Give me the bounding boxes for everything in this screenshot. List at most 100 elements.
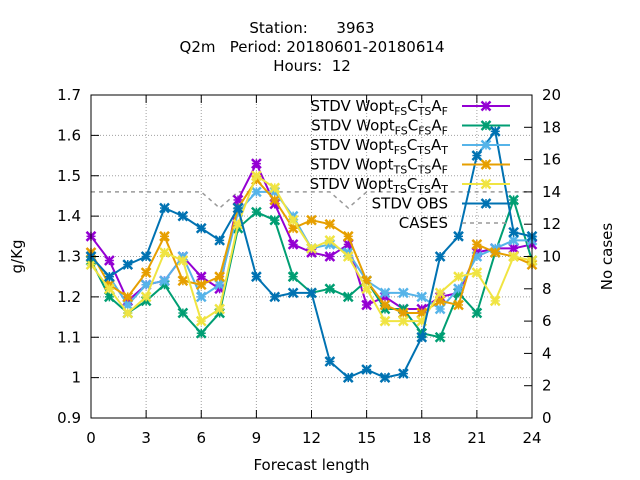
y-tick-label: 1.2 [57,288,81,306]
data-point [453,230,464,242]
legend-entry-label: STDV WoptFSCTSAF [311,97,448,118]
legend-entry-label: STDV OBS [372,195,448,213]
data-point [140,291,152,303]
y-tick-label: 1.5 [57,167,81,185]
data-point [103,271,115,283]
data-point [324,234,336,246]
data-point [159,247,170,258]
data-point [480,120,492,131]
data-point [306,243,317,254]
data-point [471,239,483,250]
y2-tick-label: 20 [542,86,561,104]
data-point [306,287,317,299]
data-point [232,202,244,214]
data-point [361,283,373,295]
legend-entry-label: STDV WoptFSCFSAF [311,117,448,138]
data-point [508,194,520,206]
x-tick-label: 12 [302,429,321,447]
y-tick-label: 1.6 [57,126,81,144]
title-line: Station: 3963 [249,19,374,37]
data-point [177,307,189,319]
data-point [250,271,262,283]
x-tick-label: 18 [412,429,431,447]
data-point [214,234,226,246]
y-tick-label: 1.3 [57,248,81,266]
data-point [480,178,492,190]
y2-tick-label: 6 [542,312,552,330]
data-point [269,182,281,194]
series-line [91,191,532,210]
data-point [379,315,391,327]
y2-tick-label: 2 [542,377,552,395]
data-point [122,259,134,270]
data-point [508,243,520,254]
data-point [269,291,281,303]
y2-tick-label: 16 [542,151,561,169]
data-point [434,251,446,262]
data-point [214,303,226,315]
y2-tick-label: 10 [542,248,561,266]
data-point [195,222,207,234]
data-point [342,230,354,242]
data-point [177,210,189,222]
data-point [324,356,336,367]
data-point [287,239,299,250]
data-point [480,100,492,112]
data-point [250,170,262,182]
y2-tick-label: 4 [542,344,552,362]
x-tick-label: 15 [357,429,376,447]
data-point [269,214,281,226]
data-point [140,267,152,279]
y-tick-label: 1.4 [57,207,81,225]
legend-entry-label: CASES [399,214,448,232]
data-point [159,230,170,242]
x-tick-label: 0 [86,429,96,447]
data-point [324,283,336,295]
data-point [508,251,520,262]
data-point [480,139,492,151]
x-tick-label: 9 [252,429,262,447]
data-point [361,364,373,375]
series-layer [85,125,538,384]
y-tick-label: 1.1 [57,328,81,346]
data-point [453,271,464,283]
data-point [397,287,409,299]
legend-entry-label: STDV WoptTSCTSAT [310,175,449,196]
data-point [397,307,409,319]
data-point [489,295,501,307]
data-point [159,275,170,287]
y2-tick-label: 14 [542,183,561,201]
x-axis-label: Forecast length [253,456,369,474]
data-point [159,202,170,214]
data-point [250,186,262,198]
y-tick-label: 1.7 [57,86,81,104]
y-tick-label: 0.9 [57,409,81,427]
data-point [342,251,354,262]
data-point [122,307,134,319]
data-point [287,287,299,299]
data-point [397,315,409,327]
data-point [489,125,501,137]
data-point [416,331,428,343]
data-point [214,279,226,291]
data-point [103,255,115,266]
data-point [480,159,492,170]
data-point [379,299,391,311]
x-tick-label: 3 [141,429,151,447]
legend-entry-label: STDV WoptTSCTSAF [310,156,448,177]
axis-ticks: 0 3 6 9 12 15 18 21 240.911.11.21.31.41.51.61.70… [57,86,561,447]
legend-entry-label: STDV WoptFSCTSAT [310,136,448,157]
data-point [103,283,115,295]
data-point [250,206,262,218]
data-point [434,303,446,315]
data-point [434,287,446,299]
data-point [214,271,226,283]
data-point [397,368,409,379]
data-point [177,255,189,266]
y2-tick-label: 12 [542,215,561,233]
data-point [480,198,492,209]
data-point [195,279,207,291]
